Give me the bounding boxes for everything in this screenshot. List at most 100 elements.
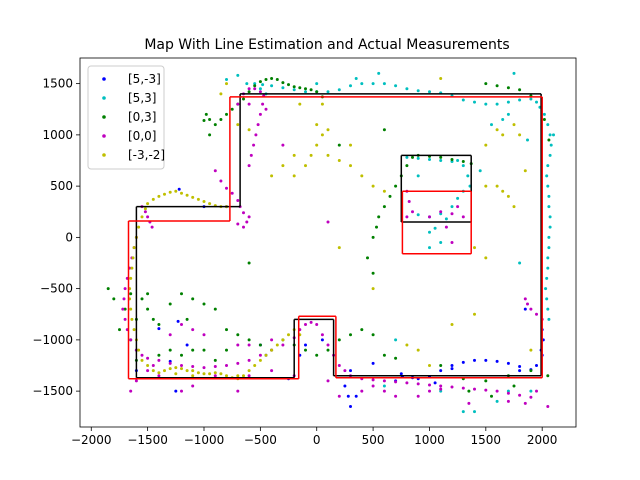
data-point [252, 143, 256, 147]
data-point [535, 364, 538, 367]
data-point [450, 212, 454, 216]
data-point [371, 378, 375, 382]
data-point [375, 225, 378, 229]
data-point [304, 323, 307, 326]
data-point [163, 192, 166, 196]
data-point [548, 225, 552, 229]
data-point [546, 164, 550, 168]
data-point [253, 87, 257, 91]
data-point [129, 307, 133, 311]
data-point [146, 307, 150, 311]
data-point [163, 369, 166, 373]
data-point [236, 123, 240, 127]
data-point [337, 394, 341, 398]
data-point [371, 287, 375, 291]
data-point [130, 266, 134, 270]
data-point [281, 343, 285, 347]
legend-label: [0,0] [128, 129, 156, 143]
data-point [131, 256, 135, 260]
data-point [242, 374, 245, 378]
data-point [461, 98, 465, 102]
data-point [444, 225, 448, 229]
data-point [254, 133, 258, 137]
data-point [253, 82, 257, 86]
data-point [444, 217, 448, 221]
data-point [544, 287, 548, 291]
data-point [143, 210, 147, 214]
data-point [546, 256, 550, 260]
data-point [185, 369, 189, 373]
x-tick-label: 1000 [414, 433, 445, 447]
data-point [140, 353, 144, 357]
data-point [523, 297, 527, 301]
data-point [174, 389, 178, 393]
data-point [168, 367, 172, 371]
data-point [411, 155, 414, 159]
data-point [130, 317, 134, 321]
data-point [140, 215, 144, 219]
data-point [225, 78, 228, 81]
data-point [542, 118, 546, 121]
x-tick-label: 500 [362, 433, 385, 447]
x-tick-label: −1000 [184, 433, 225, 447]
data-point [180, 323, 183, 326]
data-point [411, 210, 414, 214]
data-point [137, 348, 141, 352]
data-point [416, 382, 420, 386]
data-point [247, 261, 251, 265]
data-point [185, 343, 189, 347]
data-point [245, 82, 249, 86]
data-point [121, 307, 125, 311]
data-point [354, 394, 358, 398]
data-point [157, 194, 161, 198]
data-point [247, 87, 251, 91]
data-point [547, 317, 551, 321]
x-tick-label: −1500 [127, 433, 168, 447]
data-point [495, 389, 499, 393]
data-point [518, 98, 522, 102]
data-point [405, 343, 409, 347]
data-point [416, 213, 420, 217]
data-point [287, 83, 290, 87]
data-point [529, 369, 533, 373]
data-point [439, 369, 443, 373]
data-point [326, 90, 330, 94]
data-point [247, 374, 251, 378]
data-point [320, 133, 324, 137]
data-point [213, 374, 217, 378]
data-point [506, 194, 510, 198]
data-point [157, 374, 161, 378]
data-point [191, 369, 195, 373]
legend-marker [102, 77, 106, 81]
data-point [526, 138, 529, 142]
series-2 [106, 77, 551, 398]
data-point [456, 196, 460, 200]
data-point [394, 184, 398, 188]
data-point [236, 389, 240, 393]
data-point [484, 388, 488, 392]
data-point [523, 169, 527, 173]
data-point [180, 364, 183, 367]
data-point [428, 215, 431, 219]
data-point [495, 184, 499, 188]
data-point [501, 118, 505, 121]
data-point [281, 86, 285, 90]
data-point [473, 410, 476, 414]
data-point [208, 372, 212, 376]
data-point [213, 371, 217, 375]
data-point [399, 372, 403, 376]
data-point [236, 102, 240, 106]
data-point [337, 338, 341, 342]
legend-marker [102, 115, 106, 119]
data-point [326, 343, 330, 347]
data-point [146, 202, 150, 206]
data-point [258, 90, 262, 94]
data-point [473, 312, 476, 316]
data-point [545, 297, 549, 301]
data-point [337, 88, 341, 92]
data-point [546, 184, 550, 188]
data-point [343, 384, 347, 388]
data-point [371, 235, 375, 239]
data-point [202, 348, 206, 352]
data-point [140, 297, 144, 301]
